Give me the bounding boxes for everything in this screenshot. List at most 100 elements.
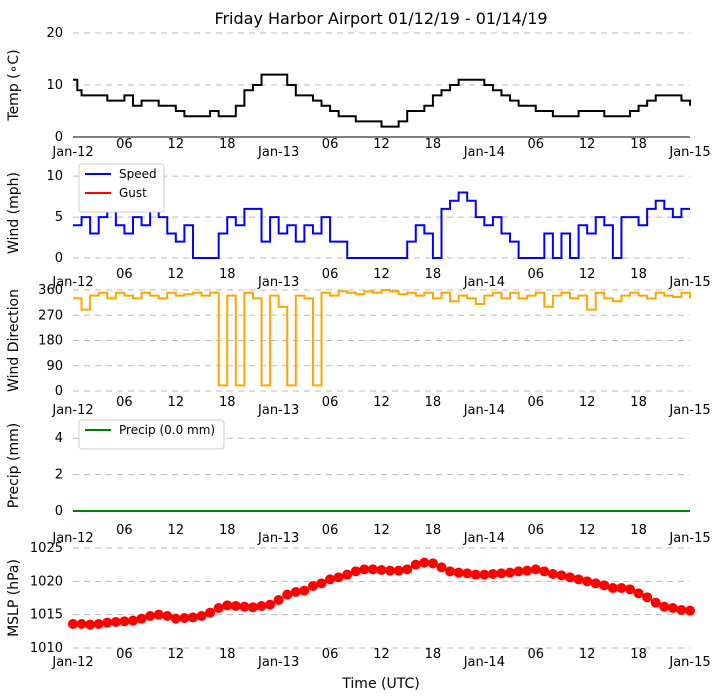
y-tick-label: 1010 [30,641,63,656]
x-tick-label: 12 [579,267,596,282]
x-tick-label: 06 [527,137,544,152]
x-tick-label: 18 [425,647,442,662]
x-tick-label: 18 [219,523,236,538]
x-tick-label: 12 [579,395,596,410]
y-tick-label: 0 [55,504,63,519]
x-tick-label: Jan-13 [257,655,299,670]
x-tick-label: 06 [116,647,133,662]
y-tick-label: 0 [55,130,63,145]
x-tick-label: Jan-12 [51,655,93,670]
x-tick-label: 12 [373,395,390,410]
x-tick-label: Jan-15 [668,403,710,418]
y-axis-label: Temp (∘C) [6,49,22,121]
y-tick-label: 20 [46,26,63,41]
legend-box [78,163,165,213]
x-tick-label: Jan-14 [463,531,505,546]
x-tick-label: 18 [219,395,236,410]
x-tick-label: Jan-14 [463,275,505,290]
x-tick-label: Jan-12 [51,403,93,418]
x-tick-label: 06 [527,267,544,282]
figure-title: Friday Harbor Airport 01/12/19 - 01/14/1… [214,9,547,28]
series-line-speed [73,191,690,259]
y-tick-label: 0 [55,384,63,399]
x-tick-label: 06 [322,137,339,152]
x-tick-label: Jan-14 [463,403,505,418]
x-tick-label: 06 [116,137,133,152]
x-tick-label: Jan-14 [463,655,505,670]
x-tick-label: Jan-14 [463,145,505,160]
x-tick-label: 12 [579,647,596,662]
panel-pressure: 1010 1015 1020 1025 MSLP (hPa) Jan-12 06 12 18 Ja… [6,541,711,670]
panel-wind_direction: 0 90 180 270 360 Wind Direction Jan-12 06 12 18 Ja… [6,283,711,418]
x-tick-label: 12 [168,267,185,282]
x-tick-label: 12 [168,647,185,662]
x-tick-label: 18 [630,647,647,662]
x-tick-label: Jan-13 [257,403,299,418]
y-tick-label: 1020 [30,574,63,589]
x-tick-label: 12 [168,395,185,410]
x-tick-label: 18 [219,647,236,662]
x-tick-label: Jan-12 [51,275,93,290]
x-tick-label: 06 [322,267,339,282]
x-tick-label: 18 [425,395,442,410]
x-tick-label: 12 [373,267,390,282]
y-tick-label: 0 [55,251,63,266]
time-axis-label: Time (UTC) [341,676,419,692]
x-tick-label: 18 [630,395,647,410]
series-line-temperature [73,73,691,128]
x-tick-label: 06 [116,395,133,410]
y-tick-label: 1025 [30,541,63,556]
y-axis-label: Wind Direction [6,289,22,392]
y-tick-label: 2 [55,468,63,483]
x-tick-label: 18 [219,137,236,152]
x-tick-label: Jan-13 [257,145,299,160]
x-tick-label: 12 [168,523,185,538]
y-tick-label: 270 [38,308,63,323]
x-tick-label: 06 [116,523,133,538]
x-tick-label: 06 [527,647,544,662]
x-tick-label: 18 [425,523,442,538]
x-tick-label: Jan-12 [51,145,93,160]
panel-wind: 0 5 10 Wind (mph) Jan-12 06 12 18 Jan-13 06 12 18 Ja… [6,163,711,290]
panel-temperature: 0 10 20 Temp (∘C) Jan-12 06 12 18 Jan-13 06 12 18 Ja… [6,26,711,160]
series-line-direction [73,289,691,387]
y-tick-label: 4 [55,431,63,446]
legend-entry: Gust [119,186,147,200]
y-axis-label: Precip (mm) [6,423,22,508]
x-tick-label: 06 [322,647,339,662]
x-tick-label: 18 [630,267,647,282]
y-tick-label: 10 [46,169,63,184]
x-tick-label: 12 [168,137,185,152]
x-tick-label: Jan-12 [51,531,93,546]
x-tick-label: Jan-15 [668,655,710,670]
y-tick-label: 90 [46,359,63,374]
legend-entry: Speed [119,167,157,181]
x-tick-label: Jan-13 [257,531,299,546]
x-tick-label: 06 [322,523,339,538]
x-tick-label: 18 [630,137,647,152]
x-tick-label: 06 [527,523,544,538]
y-tick-label: 5 [55,210,63,225]
panel-precipitation: 0 2 4 Precip (mm) Jan-12 06 12 18 Jan-13 06 12 18 Ja… [6,419,711,546]
x-tick-label: 12 [373,523,390,538]
x-tick-label: 18 [630,523,647,538]
x-tick-label: Jan-15 [668,145,710,160]
x-tick-label: 06 [527,395,544,410]
y-tick-label: 10 [46,78,63,93]
y-tick-label: 1015 [30,608,63,623]
x-tick-label: Jan-13 [257,275,299,290]
pressure-line [73,561,691,626]
x-tick-label: 06 [322,395,339,410]
x-tick-label: 06 [116,267,133,282]
x-tick-label: 12 [579,523,596,538]
x-tick-label: 12 [579,137,596,152]
y-tick-label: 360 [38,283,63,298]
y-axis-label: MSLP (hPa) [6,559,22,637]
y-tick-label: 180 [38,334,63,349]
x-tick-label: 18 [425,137,442,152]
y-axis-label: Wind (mph) [6,172,22,254]
legend-entry: Precip (0.0 mm) [119,423,215,437]
x-tick-label: 12 [373,647,390,662]
